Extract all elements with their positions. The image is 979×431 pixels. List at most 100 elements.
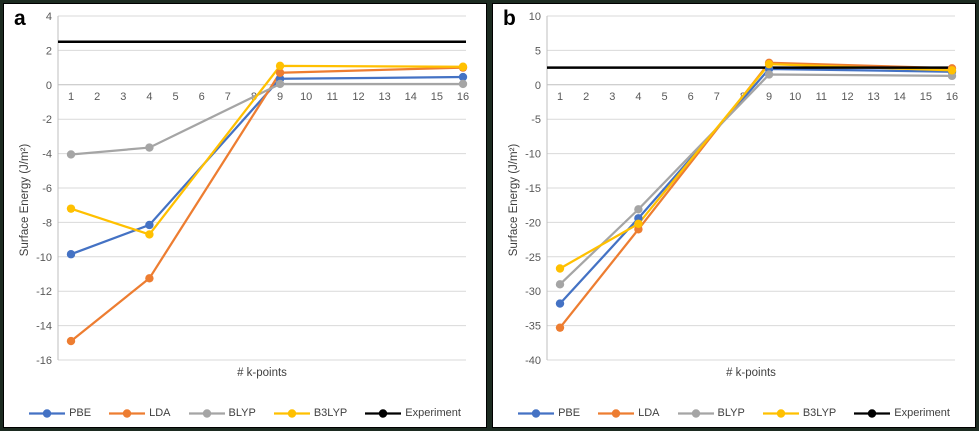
series-b3lyp-marker bbox=[947, 66, 957, 75]
legend-label: B3LYP bbox=[313, 407, 348, 419]
series-b3lyp-marker bbox=[458, 62, 468, 71]
x-tick-label: 2 bbox=[583, 91, 589, 103]
legend-item-pbe: PBE bbox=[29, 408, 91, 419]
series-lda-marker bbox=[145, 274, 154, 283]
x-tick-label: 6 bbox=[688, 91, 694, 103]
x-tick-label: 10 bbox=[300, 91, 312, 103]
legend-marker-blyp-icon bbox=[677, 409, 714, 418]
legend-label: Experiment bbox=[405, 407, 461, 419]
series-markers bbox=[555, 58, 957, 332]
series-blyp-line bbox=[70, 82, 463, 156]
y-tick-label: -6 bbox=[42, 183, 52, 195]
legend-label: LDA bbox=[149, 407, 171, 419]
x-tick-label: 4 bbox=[635, 91, 641, 103]
x-axis-tick-labels: 1 2 3 4 5 6 7 8 9 10 11 12 13 14 15 16 bbox=[557, 91, 958, 103]
series-lda-marker bbox=[275, 68, 285, 77]
x-tick-label: 16 bbox=[457, 91, 469, 103]
legend-marker-experiment-icon bbox=[365, 409, 402, 418]
panel-a: -16 -14 -12 -10 -8 -6 -4 -2 0 2 4 1 2 3 4 5 6 7 8 9 10 11 12 13… bbox=[3, 3, 487, 428]
y-tick-label: -2 bbox=[42, 114, 52, 126]
y-tick-label: -14 bbox=[36, 321, 52, 333]
series-b3lyp-marker bbox=[275, 61, 285, 71]
x-tick-label: 10 bbox=[789, 91, 801, 103]
series-lda-line bbox=[559, 61, 953, 329]
legend-marker-lda-icon bbox=[598, 409, 635, 418]
legend-marker-experiment-icon bbox=[854, 409, 891, 418]
x-tick-label: 7 bbox=[714, 91, 720, 103]
y-axis-tick-labels: -16 -14 -12 -10 -8 -6 -4 -2 0 2 4 bbox=[36, 11, 52, 367]
series-pbe-marker bbox=[555, 299, 565, 308]
x-tick-label: 9 bbox=[766, 91, 772, 103]
y-tick-label: 0 bbox=[46, 80, 52, 92]
y-tick-label: -8 bbox=[42, 217, 52, 229]
y-axis-title: Surface Energy (J/m²) bbox=[19, 144, 31, 257]
legend-marker-pbe-icon bbox=[518, 409, 555, 418]
legend-item-blyp: BLYP bbox=[677, 407, 745, 419]
x-tick-label: 7 bbox=[225, 91, 231, 103]
y-axis-tick-labels: -40 -35 -30 -25 -20 -15 -10 -5 0 5 10 bbox=[525, 11, 541, 367]
x-tick-label: 11 bbox=[327, 91, 338, 103]
legend-marker-b3lyp-icon bbox=[762, 409, 799, 418]
series-lines bbox=[547, 61, 955, 329]
chart-a-legend: PBE LDA BLYP B3LYP Experiment bbox=[4, 408, 486, 419]
series-blyp-marker bbox=[275, 79, 285, 89]
legend-label: BLYP bbox=[228, 407, 256, 419]
panel-b-label: b bbox=[503, 7, 516, 30]
x-tick-label: 15 bbox=[431, 91, 443, 103]
x-tick-label: 5 bbox=[172, 91, 178, 103]
x-tick-label: 16 bbox=[946, 91, 958, 103]
series-b3lyp-marker bbox=[145, 230, 154, 239]
legend-label: Experiment bbox=[894, 407, 950, 419]
x-tick-label: 12 bbox=[352, 91, 364, 103]
y-tick-label: -15 bbox=[525, 183, 541, 195]
series-blyp-marker bbox=[145, 143, 154, 152]
legend-marker-lda-icon bbox=[109, 409, 146, 418]
x-axis-title: # k-points bbox=[237, 367, 287, 379]
x-tick-label: 14 bbox=[894, 91, 906, 103]
x-tick-label: 1 bbox=[68, 91, 74, 103]
x-tick-label: 2 bbox=[94, 91, 100, 103]
legend-item-b3lyp: B3LYP bbox=[273, 407, 348, 419]
series-blyp-marker bbox=[764, 70, 774, 79]
y-tick-label: 0 bbox=[535, 80, 541, 92]
y-axis-title: Surface Energy (J/m²) bbox=[508, 144, 520, 257]
legend-label: PBE bbox=[69, 407, 92, 419]
series-blyp-marker bbox=[555, 280, 565, 289]
x-tick-label: 11 bbox=[816, 91, 827, 103]
y-tick-label: 10 bbox=[529, 11, 541, 23]
x-tick-label: 13 bbox=[867, 91, 879, 103]
series-b3lyp-line bbox=[70, 64, 464, 236]
series-blyp-marker bbox=[66, 150, 76, 159]
series-pbe-marker bbox=[66, 250, 76, 259]
x-tick-label: 12 bbox=[841, 91, 853, 103]
x-axis-title: # k-points bbox=[726, 367, 776, 379]
series-markers bbox=[66, 61, 468, 346]
series-lda-line bbox=[70, 66, 464, 342]
legend-item-experiment: Experiment bbox=[854, 408, 950, 419]
x-tick-label: 15 bbox=[920, 91, 932, 103]
series-blyp-marker bbox=[458, 79, 468, 89]
y-tick-label: -25 bbox=[525, 252, 541, 264]
panel-a-label: a bbox=[14, 7, 26, 30]
legend-item-lda: LDA bbox=[598, 408, 660, 419]
y-tick-label: -20 bbox=[525, 217, 541, 229]
series-lda-marker bbox=[66, 336, 76, 346]
legend-label: BLYP bbox=[717, 407, 745, 419]
y-tick-label: -12 bbox=[36, 286, 52, 298]
series-blyp-marker bbox=[634, 205, 643, 214]
y-tick-label: -10 bbox=[525, 149, 541, 161]
y-tick-label: -10 bbox=[36, 252, 52, 264]
legend-item-lda: LDA bbox=[109, 407, 171, 419]
y-tick-label: 5 bbox=[535, 45, 541, 57]
series-b3lyp-marker bbox=[66, 204, 76, 213]
x-tick-label: 6 bbox=[199, 91, 205, 103]
x-tick-label: 4 bbox=[146, 91, 152, 103]
y-tick-label: 2 bbox=[46, 45, 52, 57]
series-pbe-marker bbox=[458, 72, 468, 82]
y-tick-label: 4 bbox=[46, 11, 52, 23]
x-tick-label: 9 bbox=[277, 91, 283, 103]
x-axis-tick-labels: 1 2 3 4 5 6 7 8 9 10 11 12 13 14 15 16 bbox=[68, 91, 469, 103]
